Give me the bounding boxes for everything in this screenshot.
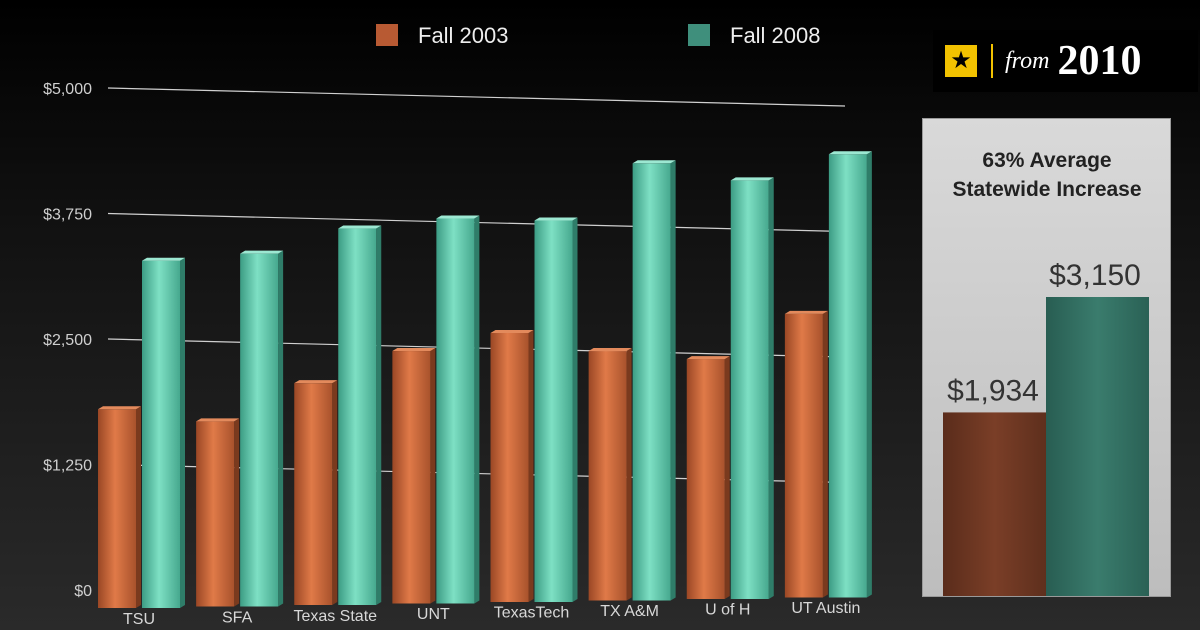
bar-fall-2003-4 xyxy=(490,329,534,602)
summary-chart: 63% Average Statewide Increase $1,934 $3,1… xyxy=(943,149,1149,596)
y-tick-label: $0 xyxy=(74,583,92,600)
bar-fall-2003-2 xyxy=(294,380,338,605)
summary-bar-1 xyxy=(1046,297,1149,596)
badge-from-text: from xyxy=(1005,47,1050,74)
legend-swatch xyxy=(688,24,710,46)
bar-fall-2008-1 xyxy=(240,250,284,607)
x-category-label: UT Austin xyxy=(791,600,860,617)
summary-title: 63% Average Statewide Increase xyxy=(952,149,1141,201)
y-tick-label: $3,750 xyxy=(43,207,92,224)
bar-fall-2003-7 xyxy=(784,310,828,598)
y-tick-label: $5,000 xyxy=(43,81,92,98)
summary-title-line: 63% Average xyxy=(982,149,1111,172)
x-category-label: TX A&M xyxy=(600,603,659,620)
summary-panel: 63% Average Statewide Increase $1,934 $3,1… xyxy=(922,118,1171,597)
bar-fall-2003-1 xyxy=(196,418,240,607)
badge-divider xyxy=(991,44,993,78)
bar-fall-2008-3 xyxy=(436,215,480,604)
bar-fall-2008-2 xyxy=(338,225,382,605)
y-axis-ticks: $0 $1,250 $2,500 $3,750 $5,000 xyxy=(43,81,92,600)
badge-year: 2010 xyxy=(1057,38,1142,84)
summary-value-label: $1,934 xyxy=(947,374,1039,407)
star-icon: ★ xyxy=(945,45,977,77)
summary-value-label: $3,150 xyxy=(1049,259,1141,292)
x-category-label: TSU xyxy=(123,611,155,628)
bar-fall-2003-3 xyxy=(392,348,436,604)
bar-fall-2003-0 xyxy=(98,406,141,608)
from-2010-badge: ★ from 2010 xyxy=(933,30,1198,92)
bar-fall-2003-5 xyxy=(588,348,632,601)
summary-bars: $1,934 $3,150 xyxy=(943,259,1149,596)
legend-swatch xyxy=(376,24,398,46)
x-category-label: U of H xyxy=(705,601,750,618)
bar-fall-2008-6 xyxy=(730,177,774,600)
x-axis-labels: TSU SFA Texas State UNT TexasTech TX A&M U of … xyxy=(123,600,860,628)
x-category-label: SFA xyxy=(222,609,253,626)
legend-label: Fall 2008 xyxy=(730,23,821,48)
gridline xyxy=(107,87,846,107)
y-tick-label: $2,500 xyxy=(43,332,92,349)
bar-chart: $0 $1,250 $2,500 $3,750 $5,000 TSU SFA Texas S… xyxy=(43,23,872,628)
bar-fall-2003-6 xyxy=(686,356,730,599)
x-category-label: TexasTech xyxy=(494,605,570,622)
bar-fall-2008-4 xyxy=(534,217,578,602)
y-tick-label: $1,250 xyxy=(43,458,92,475)
legend-label: Fall 2003 xyxy=(418,23,509,48)
bar-fall-2008-5 xyxy=(632,160,676,601)
bars xyxy=(98,151,872,608)
x-category-label: Texas State xyxy=(293,608,377,625)
x-category-label: UNT xyxy=(417,606,450,623)
bar-fall-2008-7 xyxy=(828,151,872,598)
summary-title-line: Statewide Increase xyxy=(952,178,1141,201)
summary-bar-0 xyxy=(943,412,1046,596)
legend: Fall 2003 Fall 2008 xyxy=(376,23,821,48)
bar-fall-2008-0 xyxy=(142,257,185,608)
